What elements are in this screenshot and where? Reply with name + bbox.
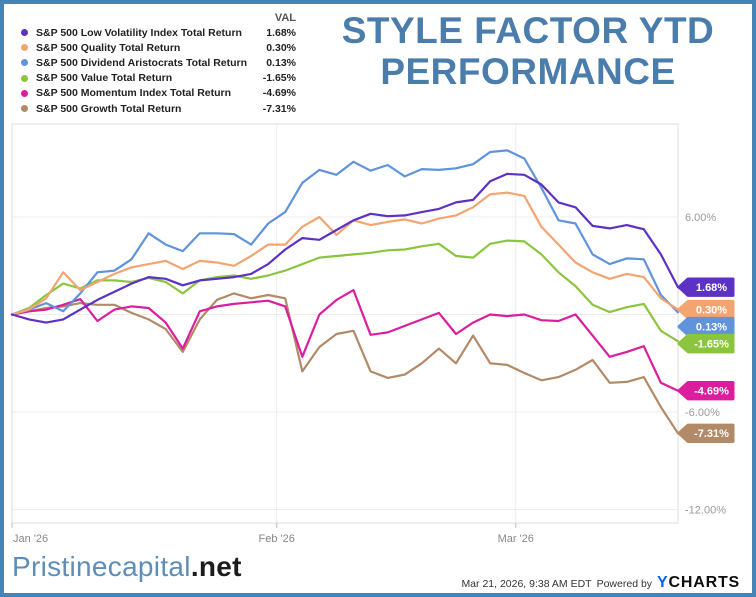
legend-val-header: VAL xyxy=(274,12,296,24)
series-line-s-p-500-quality-total-return xyxy=(10,191,680,316)
value-tag xyxy=(677,381,735,401)
value-tag xyxy=(677,299,735,320)
axis-label: -12.00% xyxy=(685,505,726,517)
legend-label: S&P 500 Growth Total Return xyxy=(36,102,182,115)
value-tag-label: 0.30% xyxy=(696,304,727,316)
value-tag-label: -7.31% xyxy=(694,428,729,440)
value-tag-label: 1.68% xyxy=(696,282,727,294)
plot-area xyxy=(11,123,679,524)
legend-label: S&P 500 Dividend Aristocrats Total Retur… xyxy=(36,56,248,69)
legend-value: 1.68% xyxy=(266,26,296,39)
series-color-dot xyxy=(21,59,28,67)
brand-tld: .net xyxy=(190,551,242,582)
page-title: STYLE FACTOR YTD PERFORMANCE xyxy=(302,10,752,93)
axis-label: Mar '26 xyxy=(498,533,534,545)
legend-value: 0.30% xyxy=(266,41,296,54)
legend: VAL S&P 500 Low Volatility Index Total R… xyxy=(18,11,296,116)
legend-rows: S&P 500 Low Volatility Index Total Retur… xyxy=(18,25,296,116)
legend-item-0[interactable]: S&P 500 Low Volatility Index Total Retur… xyxy=(18,25,296,40)
ycharts-logo-y: Y xyxy=(657,574,669,591)
value-tag xyxy=(677,333,735,354)
series-line-s-p-500-dividend-aristocrats-total-return xyxy=(10,149,680,316)
axis-label: -6.00% xyxy=(685,407,720,419)
axis-label: Jan '26 xyxy=(13,533,48,545)
performance-line-chart: 6.00% -6.00% -12.00% Jan '26 Feb '26 Mar '26 1… xyxy=(10,123,735,545)
attribution-bar: Mar 21, 2026, 9:38 AM EDT Powered by YCH… xyxy=(461,574,740,592)
legend-label: S&P 500 Momentum Index Total Return xyxy=(36,87,232,100)
powered-by-label: Powered by xyxy=(596,578,653,590)
series-color-dot xyxy=(21,105,28,113)
legend-label: S&P 500 Value Total Return xyxy=(36,72,173,85)
axis-label: 6.00% xyxy=(685,212,716,224)
ycharts-logo-text: CHARTS xyxy=(668,574,740,591)
value-tag-label: -1.65% xyxy=(694,338,729,350)
legend-item-3[interactable]: S&P 500 Value Total Return -1.65% xyxy=(18,71,296,86)
legend-item-1[interactable]: S&P 500 Quality Total Return 0.30% xyxy=(18,40,296,55)
series-color-dot xyxy=(21,29,28,37)
legend-label: S&P 500 Quality Total Return xyxy=(36,41,181,54)
series-line-s-p-500-momentum-index-total-return xyxy=(10,289,680,392)
legend-label: S&P 500 Low Volatility Index Total Retur… xyxy=(36,26,242,39)
value-tag-label: 0.13% xyxy=(696,321,727,333)
page-title-line2: PERFORMANCE xyxy=(380,51,676,93)
legend-item-5[interactable]: S&P 500 Growth Total Return -7.31% xyxy=(18,101,296,116)
value-tag-label: -4.69% xyxy=(694,386,729,398)
value-tag xyxy=(677,423,735,443)
value-tag xyxy=(677,316,735,337)
page-title-line1: STYLE FACTOR YTD xyxy=(341,10,715,51)
ycharts-logo[interactable]: YCHARTS xyxy=(657,574,740,592)
axis-label: Feb '26 xyxy=(259,533,295,545)
brand-watermark[interactable]: Pristinecapital.net xyxy=(12,551,242,583)
series-color-dot xyxy=(21,74,28,82)
timestamp: Mar 21, 2026, 9:38 AM EDT xyxy=(461,578,592,590)
legend-item-2[interactable]: S&P 500 Dividend Aristocrats Total Retur… xyxy=(18,55,296,70)
series-color-dot xyxy=(21,44,28,52)
brand-name: Pristinecapital xyxy=(12,551,191,582)
series-line-s-p-500-value-total-return xyxy=(10,239,680,343)
series-line-s-p-500-low-volatility-index-total-return xyxy=(10,172,680,324)
value-tag xyxy=(677,277,735,297)
series-color-dot xyxy=(21,89,28,97)
legend-value: 0.13% xyxy=(266,56,296,69)
legend-value: -4.69% xyxy=(262,87,296,100)
legend-value: -1.65% xyxy=(262,72,296,85)
legend-value: -7.31% xyxy=(262,102,296,115)
legend-item-4[interactable]: S&P 500 Momentum Index Total Return -4.69… xyxy=(18,86,296,101)
